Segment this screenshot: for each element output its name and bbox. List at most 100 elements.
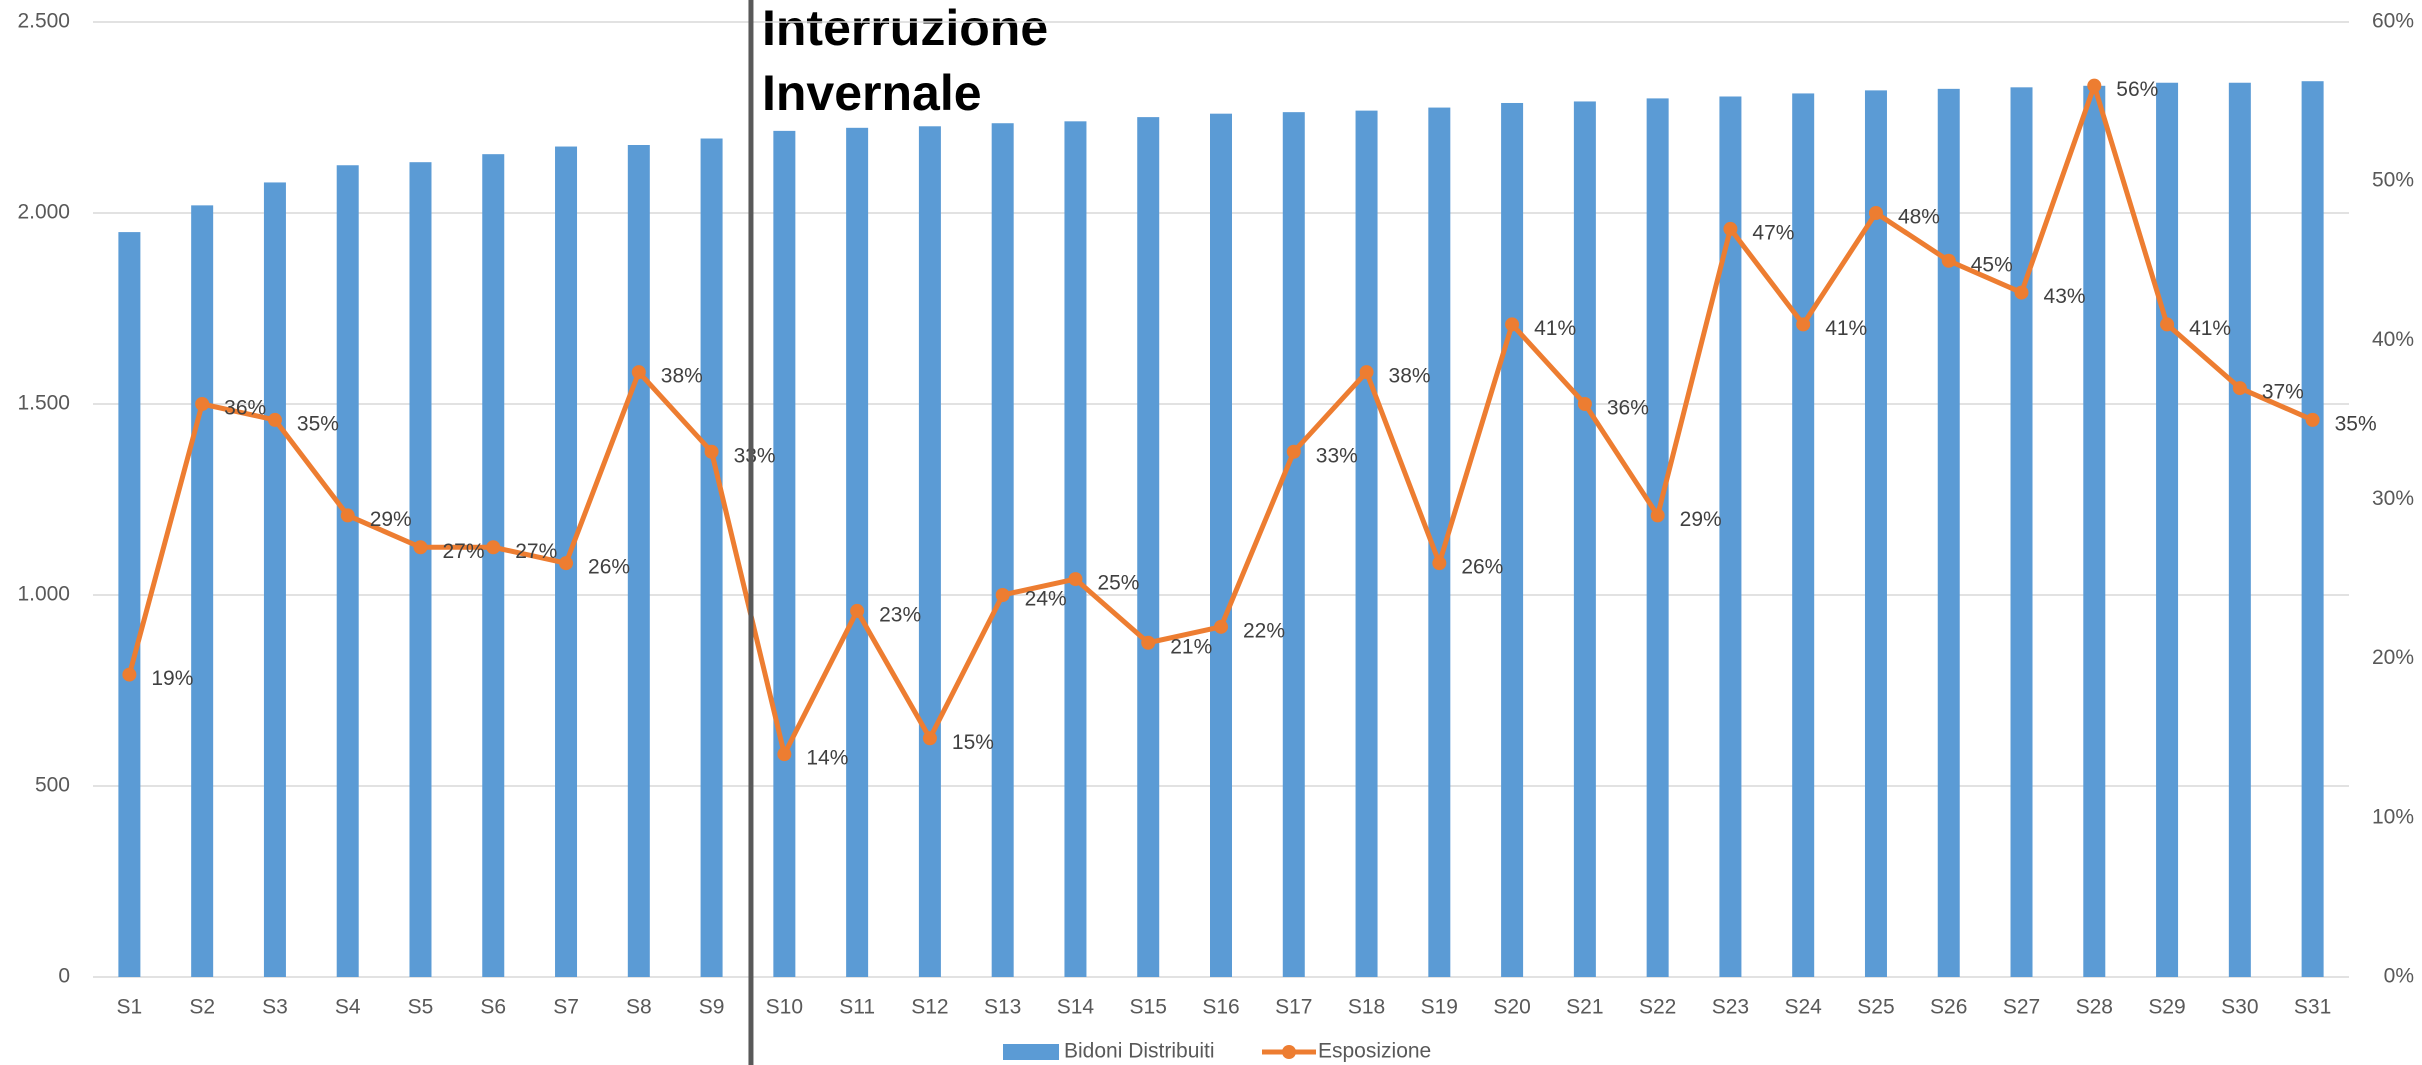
data-label: 45% bbox=[1971, 253, 2013, 276]
x-tick-label: S9 bbox=[699, 996, 725, 1019]
marker bbox=[1796, 317, 1811, 332]
data-label: 25% bbox=[1097, 572, 1139, 595]
marker bbox=[631, 365, 646, 380]
bar bbox=[1501, 102, 1524, 977]
x-tick-label: S30 bbox=[2221, 996, 2258, 1019]
bar bbox=[2156, 82, 2179, 978]
data-label: 21% bbox=[1170, 635, 1212, 658]
x-tick-label: S27 bbox=[2003, 996, 2040, 1019]
data-label: 33% bbox=[1316, 444, 1358, 467]
bar bbox=[773, 130, 796, 977]
x-tick-label: S2 bbox=[189, 996, 215, 1019]
marker bbox=[559, 556, 574, 571]
x-tick-label: S23 bbox=[1712, 996, 1749, 1019]
data-label: 29% bbox=[370, 508, 412, 531]
x-tick-label: S10 bbox=[766, 996, 803, 1019]
data-label: 41% bbox=[1825, 317, 1867, 340]
legend-label: Esposizione bbox=[1318, 1040, 1431, 1063]
bar bbox=[1719, 96, 1742, 978]
marker bbox=[1214, 619, 1228, 634]
y-tick-label: 0 bbox=[58, 965, 70, 988]
marker bbox=[2014, 285, 2029, 300]
marker bbox=[777, 747, 792, 762]
data-label: 43% bbox=[2044, 285, 2086, 308]
data-label: 47% bbox=[1752, 221, 1794, 244]
data-label: 38% bbox=[1389, 365, 1431, 388]
data-label: 22% bbox=[1243, 619, 1285, 642]
x-tick-label: S17 bbox=[1275, 996, 1312, 1019]
legend-swatch bbox=[1282, 1045, 1296, 1059]
marker bbox=[1868, 206, 1883, 220]
x-tick-label: S3 bbox=[262, 996, 288, 1019]
x-tick-label: S7 bbox=[553, 996, 579, 1019]
x-tick-label: S25 bbox=[1857, 996, 1894, 1019]
marker bbox=[486, 540, 501, 555]
bar bbox=[1792, 93, 1815, 977]
marker bbox=[1286, 444, 1301, 459]
x-tick-label: S22 bbox=[1639, 996, 1676, 1019]
bar bbox=[2083, 85, 2106, 977]
x-tick-label: S15 bbox=[1130, 996, 1167, 1019]
x-tick-label: S28 bbox=[2076, 996, 2113, 1019]
marker bbox=[1432, 556, 1447, 571]
x-tick-label: S1 bbox=[117, 996, 143, 1019]
x-tick-label: S4 bbox=[335, 996, 361, 1019]
marker bbox=[1141, 635, 1156, 650]
x-tick-label: S19 bbox=[1421, 996, 1458, 1019]
bar bbox=[409, 162, 432, 978]
y2-tick-label: 40% bbox=[2372, 328, 2414, 351]
marker bbox=[922, 731, 937, 746]
data-label: 19% bbox=[151, 667, 193, 690]
x-tick-label: S24 bbox=[1785, 996, 1823, 1019]
data-label: 35% bbox=[2335, 412, 2377, 435]
bar bbox=[1573, 101, 1596, 978]
marker bbox=[1723, 221, 1738, 236]
bar bbox=[700, 138, 723, 977]
y2-tick-label: 30% bbox=[2372, 487, 2414, 510]
y2-tick-label: 0% bbox=[2384, 965, 2414, 988]
marker bbox=[1505, 317, 1520, 332]
x-tick-label: S16 bbox=[1202, 996, 1239, 1019]
marker bbox=[704, 444, 719, 459]
bar bbox=[1646, 98, 1669, 977]
marker bbox=[1068, 572, 1083, 587]
bar bbox=[1137, 117, 1160, 978]
data-label: 48% bbox=[1898, 206, 1940, 229]
bar bbox=[118, 232, 141, 978]
legend-label: Bidoni Distribuiti bbox=[1064, 1040, 1215, 1063]
marker bbox=[267, 412, 282, 427]
bar bbox=[482, 154, 505, 977]
bar bbox=[1864, 90, 1887, 978]
y2-tick-label: 50% bbox=[2372, 169, 2414, 192]
bar bbox=[627, 145, 650, 977]
legend-swatch bbox=[1003, 1044, 1059, 1060]
marker bbox=[1650, 508, 1665, 523]
x-tick-label: S11 bbox=[839, 996, 875, 1019]
data-label: 56% bbox=[2116, 78, 2158, 101]
data-label: 37% bbox=[2262, 381, 2304, 404]
marker bbox=[850, 603, 865, 618]
x-tick-label: S29 bbox=[2148, 996, 2185, 1019]
x-tick-label: S6 bbox=[480, 996, 506, 1019]
bar bbox=[991, 123, 1014, 978]
bar bbox=[1064, 121, 1087, 977]
x-tick-label: S5 bbox=[408, 996, 434, 1019]
y-tick-label: 1.500 bbox=[17, 392, 70, 415]
marker bbox=[195, 397, 210, 411]
data-label: 27% bbox=[515, 540, 557, 563]
bar bbox=[918, 126, 941, 977]
marker bbox=[2087, 78, 2102, 93]
y-tick-label: 1.000 bbox=[17, 583, 70, 606]
marker bbox=[2160, 317, 2175, 332]
bar bbox=[1937, 88, 1960, 978]
bar bbox=[2301, 81, 2324, 977]
marker bbox=[995, 588, 1010, 602]
marker bbox=[1359, 365, 1374, 380]
x-tick-label: S20 bbox=[1493, 996, 1530, 1019]
data-label: 24% bbox=[1025, 588, 1067, 611]
x-tick-label: S8 bbox=[626, 996, 652, 1019]
y2-tick-label: 20% bbox=[2372, 646, 2414, 669]
bar bbox=[1428, 107, 1451, 978]
bar bbox=[263, 182, 286, 977]
